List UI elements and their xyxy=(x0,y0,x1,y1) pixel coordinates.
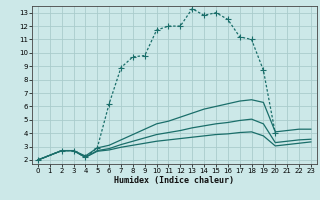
X-axis label: Humidex (Indice chaleur): Humidex (Indice chaleur) xyxy=(115,176,234,185)
